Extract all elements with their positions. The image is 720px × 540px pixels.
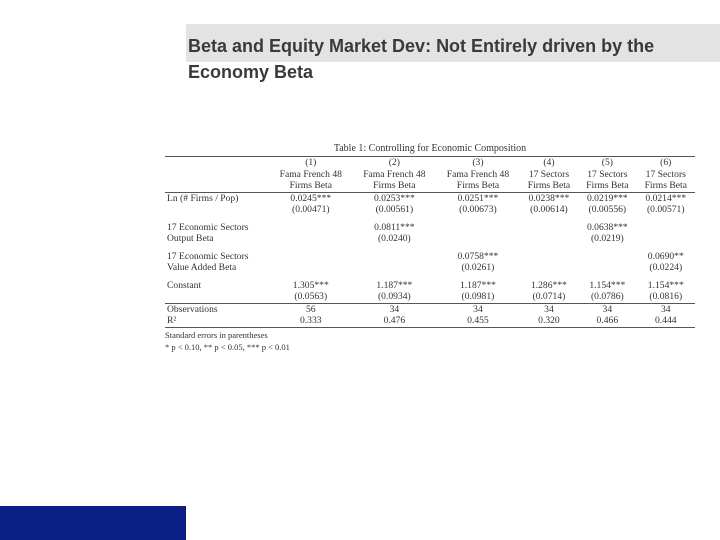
row-label: Ln (# Firms / Pop) (167, 192, 239, 204)
table-row-value-added-beta-se: Value Added Beta (0.0261) (0.0224) (165, 262, 695, 274)
regression-table: (1) Fama French 48 Firms Beta (2) Fama Fren… (165, 156, 695, 328)
se-cell (436, 233, 520, 245)
se-cell (353, 262, 437, 274)
corner-accent-block (0, 506, 186, 540)
notes-significance: * p < 0.10, ** p < 0.05, *** p < 0.01 (165, 341, 290, 352)
se-cell (269, 233, 353, 245)
table-notes: Standard errors in parentheses * p < 0.1… (165, 329, 695, 353)
coef-cell (436, 222, 520, 234)
se-cell: (0.00614) (530, 204, 568, 215)
coef-cell (578, 251, 636, 263)
coef-cell (637, 222, 695, 234)
value-cell: 0.466 (596, 315, 619, 326)
table-row-output-beta: 17 Economic Sectors 0.0811*** 0.0638*** (165, 222, 695, 234)
coef-cell: 0.0638*** (586, 221, 628, 233)
se-cell: (0.00571) (646, 204, 685, 215)
value-cell: 0.455 (467, 315, 489, 326)
se-cell: (0.0563) (294, 291, 328, 302)
value-cell: 0.333 (299, 315, 322, 326)
se-cell (520, 233, 578, 245)
coef-cell: 0.0245*** (290, 192, 332, 204)
coef-cell: 0.0214*** (645, 192, 687, 204)
notes-standard-errors: Standard errors in parentheses (165, 329, 268, 340)
se-cell: (0.0219) (590, 233, 624, 244)
row-label: 17 Economic Sectors (167, 221, 249, 233)
se-cell (637, 233, 695, 245)
coef-cell (520, 251, 578, 263)
coef-cell: 0.0758*** (457, 250, 499, 262)
row-label: R² (167, 315, 177, 326)
se-cell (520, 262, 578, 274)
value-cell: 34 (352, 302, 437, 315)
column-header: (1) Fama French 48 Firms Beta (269, 156, 353, 193)
coef-cell (269, 222, 353, 234)
se-cell: (0.0240) (377, 233, 411, 244)
se-cell (269, 262, 353, 274)
coef-cell: 0.0219*** (586, 192, 628, 204)
se-cell: (0.00673) (459, 204, 497, 215)
value-cell: 0.444 (654, 315, 677, 326)
table-row-r2: R² 0.333 0.476 0.455 0.320 0.466 0.444 (165, 315, 695, 327)
table-row-output-beta-se: Output Beta (0.0240) (0.0219) (165, 233, 695, 245)
coef-cell: 0.0238*** (528, 192, 570, 204)
coef-cell (520, 222, 578, 234)
value-cell: 56 (269, 302, 353, 315)
coef-cell: 1.187*** (376, 279, 413, 291)
column-header: (3) Fama French 48 Firms Beta (436, 156, 520, 193)
row-label: Observations (165, 302, 269, 315)
table-row-ln-firms-se: (0.00471) (0.00561) (0.00673) (0.00614) … (165, 204, 695, 216)
column-header: (5) 17 Sectors Firms Beta (578, 156, 637, 193)
coef-cell: 1.305*** (292, 279, 329, 291)
coef-cell: 1.286*** (530, 279, 567, 291)
table-row-constant: Constant 1.305*** 1.187*** 1.187*** 1.28… (165, 280, 695, 292)
se-cell: (0.00561) (375, 204, 414, 215)
row-label: Constant (167, 279, 202, 291)
se-cell (578, 262, 636, 274)
value-cell: 0.476 (383, 315, 406, 326)
value-cell: 34 (436, 302, 520, 315)
row-label: Value Added Beta (167, 262, 237, 273)
coef-cell: 1.154*** (647, 279, 684, 291)
title-band (186, 24, 720, 62)
coef-cell: 1.187*** (459, 279, 496, 291)
coef-cell: 0.0811*** (374, 221, 415, 233)
se-cell: (0.0224) (649, 262, 683, 273)
table-row-ln-firms: Ln (# Firms / Pop) 0.0245*** 0.0253*** 0… (165, 192, 695, 204)
value-cell: 34 (578, 302, 637, 315)
header-empty-cell (165, 156, 269, 193)
coef-cell: 1.154*** (589, 279, 626, 291)
row-label: 17 Economic Sectors (167, 250, 249, 262)
regression-table-block: Table 1: Controlling for Economic Compos… (165, 143, 695, 353)
column-header: (2) Fama French 48 Firms Beta (352, 156, 437, 193)
se-cell: (0.0261) (461, 262, 495, 273)
coef-cell (269, 251, 353, 263)
coef-cell: 0.0253*** (373, 192, 415, 204)
se-cell: (0.0981) (461, 291, 495, 302)
table-row-constant-se: (0.0563) (0.0934) (0.0981) (0.0714) (0.0… (165, 291, 695, 303)
se-cell: (0.0786) (590, 291, 624, 302)
coef-cell: 0.0251*** (457, 192, 499, 204)
table-caption: Table 1: Controlling for Economic Compos… (333, 143, 527, 154)
se-cell: (0.0934) (377, 291, 411, 302)
row-label: Output Beta (167, 233, 214, 244)
se-cell: (0.0816) (649, 291, 683, 302)
coef-cell (353, 251, 437, 263)
value-cell: 0.320 (538, 315, 560, 326)
se-cell: (0.00471) (292, 204, 330, 215)
column-header: (6) 17 Sectors Firms Beta (636, 156, 695, 193)
se-cell: (0.0714) (532, 291, 566, 302)
table-row-value-added-beta: 17 Economic Sectors 0.0758*** 0.0690** (165, 251, 695, 263)
table-row-observations: Observations 56 34 34 34 34 34 (165, 302, 695, 315)
value-cell: 34 (519, 302, 579, 315)
value-cell: 34 (636, 302, 695, 315)
slide-title: Beta and Equity Market Dev: Not Entirely… (188, 36, 655, 82)
table-header-row: (1) Fama French 48 Firms Beta (2) Fama Fren… (165, 156, 695, 193)
column-header: (4) 17 Sectors Firms Beta (519, 156, 579, 193)
se-cell: (0.00556) (588, 204, 627, 215)
coef-cell: 0.0690** (647, 250, 684, 262)
